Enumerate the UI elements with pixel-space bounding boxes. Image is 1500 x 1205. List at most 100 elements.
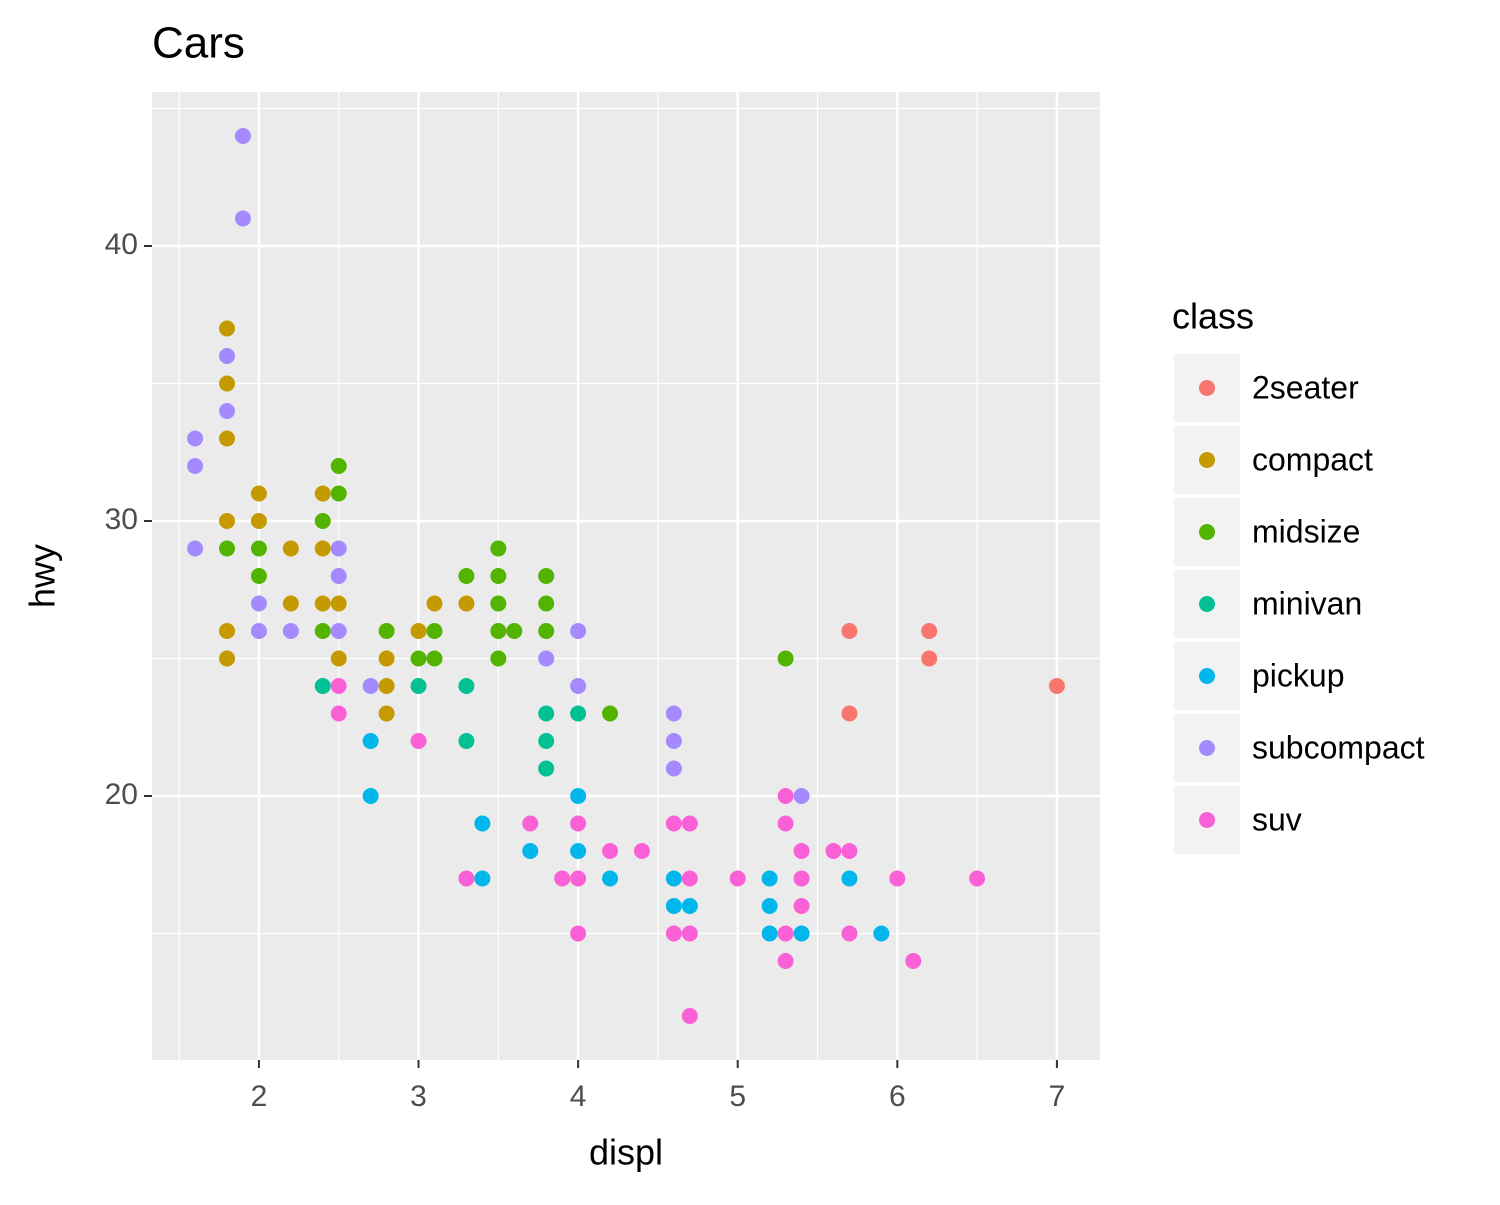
point (841, 925, 858, 942)
legend-label: suv (1252, 801, 1302, 837)
point (570, 870, 587, 887)
point (841, 870, 858, 887)
point (187, 458, 204, 474)
legend-marker (1199, 668, 1215, 684)
point (681, 925, 698, 942)
point (410, 650, 427, 667)
legend-marker (1199, 524, 1215, 540)
point (314, 678, 331, 694)
point (250, 485, 267, 502)
point (841, 843, 858, 859)
point (362, 788, 379, 804)
point (250, 623, 267, 639)
point (602, 705, 619, 722)
point (681, 898, 698, 914)
x-tick-label: 5 (729, 1080, 746, 1113)
point (921, 623, 938, 639)
legend-marker (1199, 812, 1215, 828)
point (250, 595, 267, 612)
point (729, 870, 746, 887)
panel (152, 92, 1100, 1060)
point (458, 595, 475, 612)
point (602, 843, 619, 859)
point (793, 898, 810, 914)
legend-label: compact (1252, 441, 1373, 477)
point (761, 925, 778, 942)
point (330, 485, 347, 502)
x-tick-label: 2 (251, 1080, 268, 1113)
point (841, 705, 858, 722)
point (490, 540, 507, 557)
point (905, 953, 922, 969)
point (681, 1008, 698, 1024)
legend-marker (1199, 740, 1215, 756)
point (330, 705, 347, 722)
point (921, 650, 938, 667)
x-axis-label: displ (589, 1132, 663, 1173)
point (330, 650, 347, 667)
point (282, 595, 299, 612)
point (219, 403, 236, 419)
point (570, 705, 587, 722)
point (538, 595, 555, 612)
point (490, 595, 507, 612)
point (474, 870, 491, 887)
point (522, 843, 539, 859)
point (665, 705, 682, 722)
point (665, 733, 682, 749)
legend-label: minivan (1252, 585, 1362, 621)
point (187, 430, 204, 447)
point (570, 623, 587, 639)
point (602, 870, 619, 887)
x-tick-label: 7 (1049, 1080, 1066, 1113)
point (681, 815, 698, 832)
point (330, 458, 347, 474)
point (426, 595, 443, 612)
x-tick-label: 6 (889, 1080, 906, 1113)
point (490, 623, 507, 639)
x-tick-label: 4 (570, 1080, 587, 1113)
point (825, 843, 842, 859)
point (378, 705, 395, 722)
legend-title: class (1172, 296, 1254, 337)
point (426, 650, 443, 667)
point (219, 320, 236, 337)
chart-title: Cars (152, 19, 245, 68)
point (538, 568, 555, 584)
point (250, 568, 267, 584)
point (665, 925, 682, 942)
point (490, 650, 507, 667)
point (761, 898, 778, 914)
point (378, 678, 395, 694)
point (570, 815, 587, 832)
point (570, 678, 587, 694)
point (314, 623, 331, 639)
point (969, 870, 986, 887)
point (219, 650, 236, 667)
point (314, 485, 331, 502)
grid (152, 92, 1100, 1060)
point (665, 760, 682, 777)
point (219, 623, 236, 639)
point (665, 870, 682, 887)
point (793, 925, 810, 942)
legend: 2seater compact midsize minivan pickup subcom… (1174, 354, 1425, 854)
point (219, 348, 236, 364)
point (250, 540, 267, 557)
point (314, 540, 331, 557)
point (330, 540, 347, 557)
point (665, 815, 682, 832)
legend-label: 2seater (1252, 369, 1359, 405)
point (219, 375, 236, 392)
point (458, 678, 475, 694)
point (378, 650, 395, 667)
point (234, 128, 251, 144)
point (362, 678, 379, 694)
legend-marker (1199, 452, 1215, 468)
point (841, 623, 858, 639)
point (458, 733, 475, 749)
point (665, 898, 682, 914)
y-tick-label: 20 (105, 778, 138, 811)
